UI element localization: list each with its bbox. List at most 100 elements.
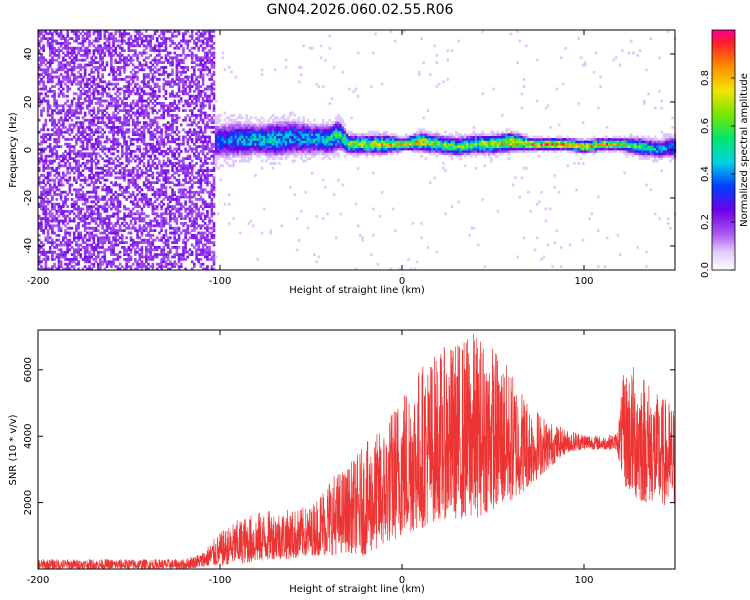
spectrogram-cell (212, 42, 216, 45)
spectrogram-cell (38, 260, 41, 264)
spectrogram-cell (99, 58, 102, 62)
spectrogram-cell (142, 142, 146, 146)
spectrogram-cell (105, 92, 109, 96)
spectrogram-cell (86, 142, 89, 146)
spectrogram-cell (247, 157, 251, 160)
spectrogram-cell (232, 138, 235, 141)
spectrogram-cell (127, 258, 131, 261)
spectrogram-cell (149, 241, 152, 244)
spectrogram-cell (252, 126, 255, 129)
spectrogram-cell (59, 123, 63, 127)
spectrogram-cell (166, 258, 170, 261)
spectrogram-cell (265, 126, 268, 129)
spectrogram-cell (145, 82, 148, 86)
spectrogram-cell (131, 87, 135, 91)
spectrogram-cell (190, 250, 194, 254)
spectrogram-cell (136, 234, 139, 237)
spectrogram-cell (173, 183, 176, 187)
spectrogram-cell (127, 145, 131, 148)
spectrogram-cell (195, 140, 198, 144)
spectrogram-cell (55, 253, 59, 256)
spectrogram-cell (83, 241, 87, 244)
spectrogram-cell (188, 162, 192, 165)
spectrogram-cell (68, 241, 72, 244)
spectrogram-cell (83, 222, 87, 225)
spectrogram-cell (96, 238, 100, 242)
spectrogram-cell (149, 200, 152, 204)
spectrogram-cell (86, 80, 89, 84)
spectrogram-cell (212, 46, 216, 50)
spectrogram-cell (112, 205, 115, 208)
spectrogram-cell (171, 80, 174, 84)
spectrogram-cell (140, 174, 144, 177)
spectrogram-cell (162, 162, 166, 165)
spectrogram-cell (140, 90, 144, 93)
spectrogram-cell (59, 154, 63, 158)
spectrogram-cell (136, 202, 139, 206)
spectrogram-cell (138, 224, 142, 228)
spectrogram-cell (116, 138, 120, 141)
spectrogram-cell (81, 121, 85, 124)
spectrogram-cell (212, 253, 216, 256)
spectrogram-cell (120, 150, 124, 153)
spectrogram-cell (129, 159, 133, 163)
spectrogram-cell (105, 147, 109, 151)
spectrogram-cell (140, 267, 144, 271)
spectrogram-cell (153, 135, 157, 139)
spectrogram-cell (186, 154, 190, 158)
spectrogram-cell (94, 258, 98, 261)
spectrogram-cell (225, 121, 229, 124)
spectrogram-cell (169, 150, 172, 153)
spectrogram-cell (265, 147, 268, 151)
spectrogram-cell (75, 181, 78, 184)
spectrogram-cell (83, 219, 87, 223)
spectrogram-cell (267, 128, 270, 132)
spectrogram-cell (195, 147, 198, 151)
spectrogram-cell (252, 140, 255, 144)
spectrogram-cell (140, 238, 144, 242)
spectrogram-cell (186, 212, 190, 216)
spectrogram-cell (138, 236, 142, 240)
spectrogram-cell (57, 226, 61, 230)
spectrogram-cell (42, 123, 45, 127)
spectrogram-cell (44, 30, 48, 33)
spectrogram-cell (151, 135, 155, 139)
spectrogram-cell (208, 147, 211, 151)
spectrogram-cell (197, 171, 201, 175)
spectrogram-cell (230, 123, 233, 127)
spectrogram-cell (162, 32, 166, 36)
spectrogram-cell (42, 217, 45, 220)
spectrogram-cell (203, 188, 207, 192)
spectrogram-cell (147, 159, 150, 163)
spectrogram-cell (46, 75, 50, 79)
spectrogram-cell (203, 63, 207, 67)
spectrogram-cell (38, 80, 41, 84)
spectrogram-cell (186, 104, 190, 108)
spectrogram-cell (217, 128, 220, 132)
spectrogram-cell (134, 226, 137, 230)
spectrogram-cell (105, 234, 109, 237)
spectrogram-cell (169, 145, 172, 148)
spectrogram-cell (177, 142, 181, 146)
spectrogram-cell (38, 262, 41, 266)
spectrogram-cell (236, 130, 240, 134)
spectrogram-cell (134, 130, 137, 134)
spectrogram-cell (175, 222, 179, 225)
spectrogram-cell (110, 102, 113, 105)
spectrogram-cell (208, 51, 211, 55)
spectrogram-cell (265, 140, 268, 144)
spectrogram-cell (149, 94, 152, 98)
spectrogram-cell (107, 190, 111, 194)
spectrogram-cell (72, 73, 76, 76)
spectrogram-cell (171, 34, 174, 38)
spectrogram-cell (210, 183, 214, 187)
spectrogram-cell (217, 114, 220, 117)
spectrogram-cell (254, 128, 257, 132)
spectrogram-cell (193, 130, 196, 134)
spectrogram-cell (90, 56, 93, 60)
spectrogram-cell (203, 116, 207, 120)
spectrogram-cell (177, 202, 181, 206)
spectrogram-cell (38, 58, 41, 62)
spectrogram-cell (42, 193, 45, 196)
spectrogram-cell (201, 248, 205, 252)
